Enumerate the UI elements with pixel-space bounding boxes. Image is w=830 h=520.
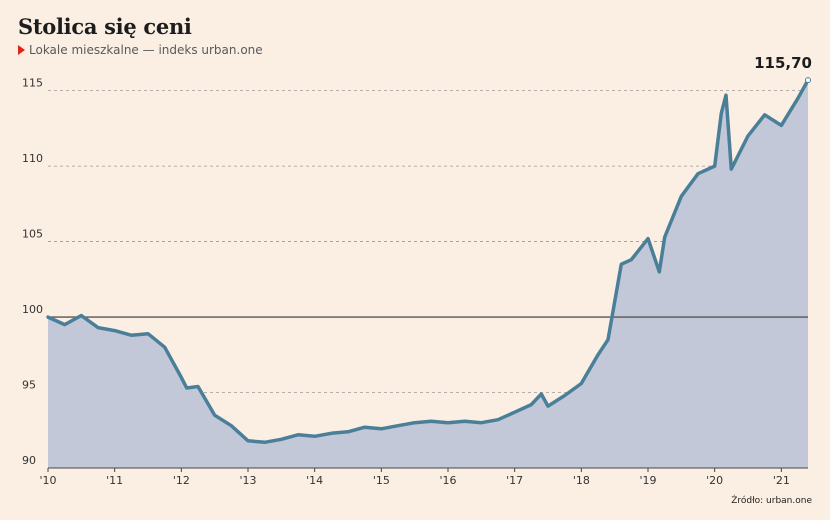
x-tick-label: '10: [39, 474, 56, 487]
axis-ticks: 90 95 100 105 110 115 '10 '11 '12 '13 '14 '15 '16 '17…: [22, 77, 808, 487]
x-tick-label: '13: [239, 474, 256, 487]
x-tick-label: '19: [639, 474, 656, 487]
last-point-marker: [805, 77, 811, 84]
x-tick-label: '12: [173, 474, 190, 487]
chart-subtitle-text: Lokale mieszkalne — indeks urban.one: [29, 43, 263, 57]
x-tick-label: '18: [573, 474, 590, 487]
y-tick-label: 90: [22, 454, 36, 467]
area-fill: [48, 80, 808, 468]
y-tick-label: 105: [22, 228, 43, 241]
last-value-label: 115,70: [754, 54, 812, 72]
chart-title: Stolica się ceni: [18, 14, 192, 39]
series-line: [46, 78, 810, 445]
y-tick-label: 100: [22, 303, 43, 316]
chart-subtitle: Lokale mieszkalne — indeks urban.one: [18, 43, 263, 57]
x-tick-label: '11: [106, 474, 123, 487]
source-note: Źródło: urban.one: [731, 496, 812, 506]
x-tick-label: '16: [439, 474, 456, 487]
y-tick-label: 115: [22, 77, 43, 90]
x-tick-label: '20: [706, 474, 723, 487]
y-tick-label: 95: [22, 379, 36, 392]
x-tick-label: '21: [773, 474, 790, 487]
y-tick-label: 110: [22, 152, 43, 165]
x-tick-label: '14: [306, 474, 323, 487]
red-triangle-icon: [18, 45, 25, 55]
x-tick-label: '17: [506, 474, 523, 487]
x-tick-label: '15: [373, 474, 390, 487]
